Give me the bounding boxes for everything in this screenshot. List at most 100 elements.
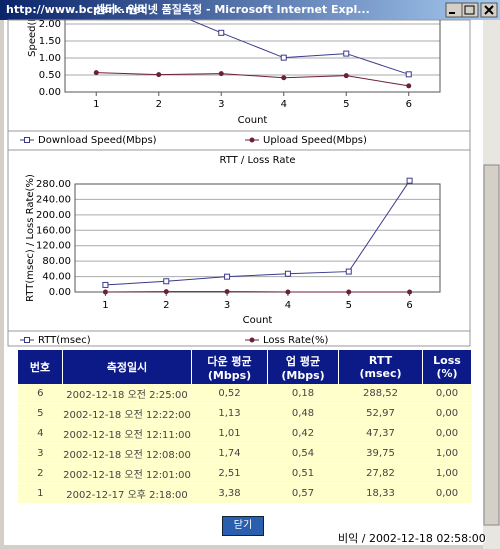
table-cell: 0,00	[422, 403, 472, 424]
table-cell: 0,54	[267, 443, 339, 464]
header-text: Loss	[433, 354, 461, 367]
table-row: 4 2002-12-18 오전 12:11:00 1,01 0,42 47,37 0,00	[18, 423, 472, 444]
legend-label: RTT(msec)	[38, 335, 91, 346]
legend-label: Upload Speed(Mbps)	[263, 135, 367, 146]
header-text: (Mbps)	[207, 368, 252, 382]
chart: RTT / Loss Rate 0.00 40.00 80.00 120.00 160.0…	[8, 155, 470, 346]
table-cell: 1,00	[422, 463, 472, 484]
marker	[345, 268, 352, 275]
y-tick-label: 160.00	[36, 225, 71, 236]
table-cell: 0,00	[422, 483, 472, 504]
header-cell: 업 평균 (Mbps)	[267, 350, 339, 384]
header-text: (Mbps)	[281, 368, 325, 382]
header-cell: RTT (msec)	[338, 350, 423, 384]
x-axis-label: Count	[243, 315, 273, 326]
x-tick-label: 2	[163, 300, 169, 311]
table-cell: 1,00	[422, 443, 472, 464]
marker	[218, 71, 224, 77]
marker	[224, 273, 231, 280]
y-tick-label: 280.00	[36, 179, 71, 190]
marker	[93, 70, 99, 76]
x-tick-label: 5	[346, 300, 352, 311]
x-tick-label: 2	[156, 99, 162, 110]
y-tick-label: 200.00	[36, 210, 71, 221]
header-text: 번호	[29, 361, 51, 374]
header-text: 다운 평균	[207, 354, 252, 368]
table-cell: 3,38	[191, 483, 268, 504]
watermark: http://www.bcpark.net	[6, 3, 146, 16]
marker	[102, 281, 109, 288]
table-cell: 0,52	[191, 384, 268, 404]
y-tick-label: 120.00	[36, 241, 71, 252]
marker	[218, 29, 225, 36]
close-button[interactable]: 닫기	[222, 516, 264, 536]
x-tick-label: 3	[218, 99, 224, 110]
legend-marker	[249, 337, 255, 343]
table-cell: 27,82	[338, 463, 423, 484]
marker	[102, 289, 108, 295]
x-axis-label: Count	[238, 115, 268, 126]
marker	[406, 83, 412, 89]
table-cell: 39,75	[338, 443, 423, 464]
marker	[284, 270, 291, 277]
x-tick-label: 5	[343, 99, 349, 110]
header-cell: 다운 평균 (Mbps)	[191, 350, 268, 384]
x-tick-label: 6	[406, 99, 412, 110]
table-cell: 0,42	[267, 423, 339, 444]
marker	[285, 289, 291, 295]
result-table: 번호 측정일시 다운 평균 (Mbps) 업 평균 (Mbps) RTT (msec) Loss…	[18, 350, 472, 504]
header-cell: 번호	[18, 350, 63, 384]
legend-label: Loss Rate(%)	[263, 335, 328, 346]
x-tick-label: 4	[281, 99, 287, 110]
x-tick-label: 1	[93, 99, 99, 110]
scroll-thumb[interactable]	[483, 164, 500, 526]
chart-title: RTT / Loss Rate	[219, 155, 295, 166]
header-row: 번호 측정일시 다운 평균 (Mbps) 업 평균 (Mbps) RTT (msec) Loss…	[18, 350, 472, 384]
marker	[156, 72, 162, 78]
x-tick-label: 3	[224, 300, 230, 311]
table-cell: 0,57	[267, 483, 339, 504]
marker	[343, 50, 350, 57]
x-tick-label: 1	[102, 300, 108, 311]
legend-marker	[249, 137, 255, 143]
table-cell: 288,52	[338, 384, 423, 404]
header-cell: 측정일시	[62, 350, 192, 384]
legend-marker	[24, 137, 30, 143]
series-line	[189, 20, 409, 75]
table-cell: 1,01	[191, 423, 268, 444]
header-text: 업 평균	[285, 354, 321, 368]
series-line	[96, 72, 409, 87]
marker	[346, 289, 352, 295]
table-cell: 0,51	[267, 463, 339, 484]
window-buttons[interactable]	[445, 2, 498, 18]
y-tick-label: 0.00	[49, 287, 71, 298]
table-cell: 52,97	[338, 403, 423, 424]
marker	[224, 289, 230, 295]
table-row: 1 2002-12-17 오후 2:18:00 3,38 0,57 18,33 0,00	[18, 483, 472, 504]
y-tick-label: 2.00	[39, 19, 61, 30]
y-tick-label: 0.50	[39, 70, 61, 81]
table-cell: 2	[18, 463, 63, 484]
table-cell: 1,74	[191, 443, 268, 464]
y-tick-label: 240.00	[36, 194, 71, 205]
y-tick-label: 0.00	[39, 87, 61, 98]
table-row: 5 2002-12-18 오전 12:22:00 1,13 0,48 52,97 0,00	[18, 403, 472, 424]
table-cell: 1,13	[191, 403, 268, 424]
header-cell: Loss (%)	[422, 350, 472, 384]
header-text: 측정일시	[106, 361, 148, 374]
table-cell: 0,48	[267, 403, 339, 424]
table-cell: 0,18	[267, 384, 339, 404]
chart-panel	[7, 149, 471, 347]
legend-marker	[24, 337, 30, 343]
table-cell: 6	[18, 384, 63, 404]
marker	[163, 289, 169, 295]
table-cell: 1	[18, 483, 63, 504]
table-row: 6 2002-12-18 오전 2:25:00 0,52 0,18 288,52 0,00	[18, 384, 472, 404]
chart: 0.00 0.50 1.00 1.50 2.00 1 2 3 4 5 6 Count Speed(Mbp…	[8, 19, 470, 146]
marker	[343, 73, 349, 79]
header-text: (msec)	[359, 367, 402, 380]
y-tick-label: 1.50	[39, 36, 61, 47]
table-cell: 2,51	[191, 463, 268, 484]
table-cell: 2002-12-18 오전 12:08:00	[62, 443, 192, 464]
